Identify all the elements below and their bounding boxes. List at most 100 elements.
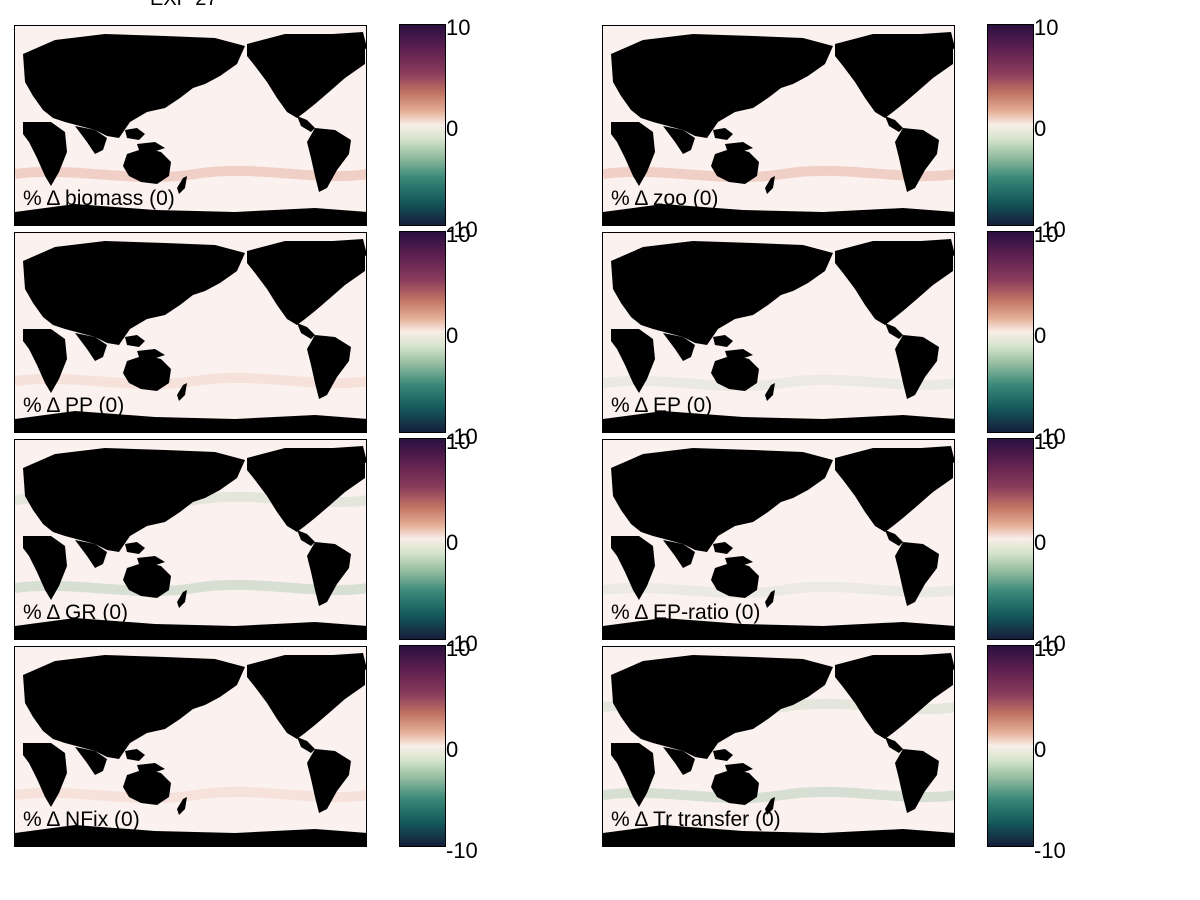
landmass <box>713 749 733 761</box>
colorbar-tick-min: -10 <box>1034 838 1066 863</box>
colorbar-tick-min: -10 <box>1034 631 1066 656</box>
landmass <box>885 323 903 339</box>
landmass <box>603 825 954 846</box>
map-panel-nfix: % Δ NFix (0) <box>14 646 367 847</box>
landmass <box>177 176 187 194</box>
landmass <box>247 655 365 739</box>
panel-label: % Δ zoo (0) <box>611 187 719 210</box>
colorbar-tick-mid: 0 <box>1034 737 1047 762</box>
world-map <box>603 26 954 225</box>
landmass <box>177 590 187 608</box>
landmass <box>611 536 655 600</box>
colorbar-tick-max: 10 <box>446 15 471 40</box>
landmass <box>307 128 351 192</box>
map-panel-pp: % Δ PP (0) <box>14 232 367 433</box>
landmass <box>835 34 953 118</box>
landmass <box>835 655 953 739</box>
landmass <box>603 618 954 639</box>
colorbar-gr <box>399 438 446 640</box>
panel-label: % Δ Tr transfer (0) <box>611 808 781 831</box>
landmass <box>177 797 187 815</box>
landmass <box>611 329 655 393</box>
landmass <box>307 542 351 606</box>
panel-label: % Δ biomass (0) <box>23 187 175 210</box>
landmass <box>333 239 366 263</box>
world-map <box>15 647 366 846</box>
landmass <box>611 122 655 186</box>
landmass <box>765 797 775 815</box>
colorbar-nfix <box>399 645 446 847</box>
landmass <box>611 743 655 807</box>
landmass <box>713 542 733 554</box>
landmass <box>307 335 351 399</box>
landmass <box>885 116 903 132</box>
anomaly-band <box>603 581 954 599</box>
colorbar-biomass <box>399 24 446 226</box>
colorbar-tick-min: -10 <box>446 217 478 242</box>
colorbar-tick-min: -10 <box>446 838 478 863</box>
landmass <box>23 34 245 138</box>
landmass <box>895 335 939 399</box>
world-map <box>15 26 366 225</box>
landmass <box>177 383 187 401</box>
landmass <box>663 126 695 154</box>
landmass <box>333 446 366 470</box>
map-panel-ep-ratio: % Δ EP-ratio (0) <box>602 439 955 640</box>
landmass <box>895 749 939 813</box>
world-map <box>15 233 366 432</box>
landmass <box>297 323 315 339</box>
landmass <box>921 32 954 56</box>
landmass <box>921 446 954 470</box>
panel-label: % Δ EP (0) <box>611 394 713 417</box>
colorbar-tick-min: -10 <box>446 424 478 449</box>
colorbar-tick-max: 10 <box>1034 429 1059 454</box>
landmass <box>765 383 775 401</box>
landmass <box>75 747 107 775</box>
landmass <box>75 126 107 154</box>
colorbar-ep-ratio <box>987 438 1034 640</box>
landmass <box>247 241 365 325</box>
landmass <box>75 540 107 568</box>
landmass <box>297 116 315 132</box>
landmass <box>75 333 107 361</box>
landmass <box>15 411 366 432</box>
colorbar-tick-max: 10 <box>446 636 471 661</box>
colorbar-zoo <box>987 24 1034 226</box>
map-panel-zoo: % Δ zoo (0) <box>602 25 955 226</box>
landmass <box>125 749 145 761</box>
colorbar-tick-mid: 0 <box>446 323 459 348</box>
landmass <box>713 335 733 347</box>
landmass <box>885 530 903 546</box>
landmass <box>123 355 171 391</box>
map-panel-biomass: % Δ biomass (0) <box>14 25 367 226</box>
landmass <box>921 239 954 263</box>
colorbar-tick-max: 10 <box>1034 222 1059 247</box>
landmass <box>921 653 954 677</box>
landmass <box>663 333 695 361</box>
panel-label: % Δ PP (0) <box>23 394 125 417</box>
panel-label: % Δ NFix (0) <box>23 808 140 831</box>
landmass <box>765 176 775 194</box>
anomaly-band <box>603 374 954 392</box>
landmass <box>23 743 67 807</box>
landmass <box>23 536 67 600</box>
landmass <box>15 825 366 846</box>
landmass <box>333 653 366 677</box>
landmass <box>123 562 171 598</box>
colorbar-tr-transfer <box>987 645 1034 847</box>
colorbar-tick-mid: 0 <box>1034 323 1047 348</box>
colorbar-tick-max: 10 <box>1034 15 1059 40</box>
colorbar-tick-mid: 0 <box>446 530 459 555</box>
colorbar-tick-max: 10 <box>446 222 471 247</box>
landmass <box>297 530 315 546</box>
colorbar-pp <box>399 231 446 433</box>
landmass <box>895 542 939 606</box>
landmass <box>297 737 315 753</box>
landmass <box>125 128 145 140</box>
landmass <box>23 122 67 186</box>
world-map <box>603 233 954 432</box>
world-map <box>603 647 954 846</box>
landmass <box>895 128 939 192</box>
colorbar-tick-min: -10 <box>1034 424 1066 449</box>
panel-label: % Δ GR (0) <box>23 601 129 624</box>
